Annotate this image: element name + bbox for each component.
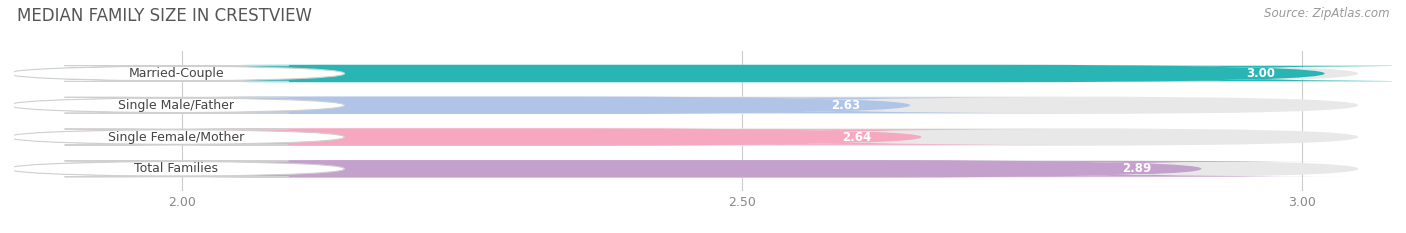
FancyBboxPatch shape	[8, 129, 344, 145]
Text: 2.89: 2.89	[1122, 162, 1152, 175]
FancyBboxPatch shape	[8, 97, 344, 113]
FancyBboxPatch shape	[927, 161, 1347, 177]
FancyBboxPatch shape	[8, 65, 344, 82]
FancyBboxPatch shape	[647, 129, 1067, 145]
FancyBboxPatch shape	[14, 96, 887, 114]
Text: 2.63: 2.63	[831, 99, 860, 112]
FancyBboxPatch shape	[1050, 66, 1406, 81]
Text: Source: ZipAtlas.com: Source: ZipAtlas.com	[1264, 7, 1389, 20]
Text: 2.64: 2.64	[842, 130, 872, 144]
Text: Single Female/Mother: Single Female/Mother	[108, 130, 245, 144]
FancyBboxPatch shape	[8, 161, 344, 177]
FancyBboxPatch shape	[14, 160, 1180, 178]
Text: Married-Couple: Married-Couple	[129, 67, 225, 80]
Text: MEDIAN FAMILY SIZE IN CRESTVIEW: MEDIAN FAMILY SIZE IN CRESTVIEW	[17, 7, 312, 25]
FancyBboxPatch shape	[14, 128, 1358, 146]
FancyBboxPatch shape	[14, 160, 1358, 178]
Text: 3.00: 3.00	[1246, 67, 1275, 80]
FancyBboxPatch shape	[14, 96, 1358, 114]
FancyBboxPatch shape	[14, 65, 1302, 82]
Text: Single Male/Father: Single Male/Father	[118, 99, 235, 112]
FancyBboxPatch shape	[14, 128, 898, 146]
Text: Total Families: Total Families	[135, 162, 218, 175]
FancyBboxPatch shape	[636, 97, 1056, 113]
FancyBboxPatch shape	[14, 65, 1358, 82]
